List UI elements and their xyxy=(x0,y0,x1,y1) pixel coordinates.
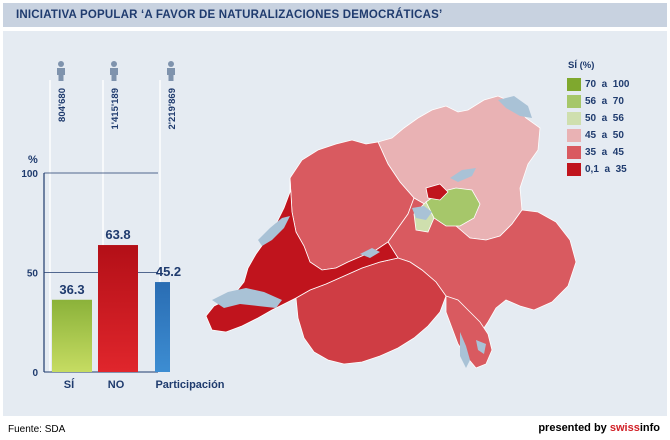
presented-by: presented by swissinfo xyxy=(538,422,660,434)
lake-lucerne xyxy=(412,206,432,220)
legend-swatch xyxy=(567,162,581,176)
lake-geneva xyxy=(212,288,282,308)
lake-neuchatel xyxy=(258,216,290,246)
lake-maggiore xyxy=(460,332,470,368)
legend-item: 35 a 45 xyxy=(567,144,657,160)
map-legend: SÍ (%) 70 a 100 56 a 70 50 a 56 45 a 50 35 a… xyxy=(567,60,657,178)
population-count: 804'680 xyxy=(57,88,68,122)
brand-info: info xyxy=(639,422,660,434)
header-bar: INICIATIVA POPULAR ‘A FAVOR DE NATURALIZ… xyxy=(3,3,667,27)
bar-0 xyxy=(52,299,92,372)
legend-label: 45 a 50 xyxy=(585,129,624,141)
bar-1 xyxy=(98,245,138,372)
category-label: SÍ xyxy=(64,378,75,391)
lake-lugano xyxy=(476,340,486,354)
legend-swatch xyxy=(567,77,581,91)
person-icon xyxy=(57,61,65,81)
legend-swatch xyxy=(567,145,581,159)
legend-swatch xyxy=(567,111,581,125)
legend-item: 45 a 50 xyxy=(567,127,657,143)
legend-label: 0,1 a 35 xyxy=(585,163,627,175)
source-note: Fuente: SDA xyxy=(8,424,66,435)
presented-prefix: presented by xyxy=(538,422,607,434)
bar-value-label: 63.8 xyxy=(105,227,130,242)
legend-item: 56 a 70 xyxy=(567,93,657,109)
legend-label: 70 a 100 xyxy=(585,78,630,90)
category-label: NO xyxy=(108,379,125,391)
population-count: 1'415'189 xyxy=(110,88,121,130)
legend-swatch xyxy=(567,94,581,108)
y-tick-label: 0 xyxy=(32,368,38,379)
legend-title: SÍ (%) xyxy=(568,60,595,71)
lake-thun xyxy=(360,248,380,258)
bar-value-label: 36.3 xyxy=(59,282,84,297)
legend-label: 56 a 70 xyxy=(585,95,624,107)
legend-swatch xyxy=(567,128,581,142)
legend-item: 0,1 a 35 xyxy=(567,161,657,177)
canton-region-zug xyxy=(425,183,449,201)
legend-label: 50 a 56 xyxy=(585,112,624,124)
brand-swiss: swiss xyxy=(609,422,640,434)
bar-2 xyxy=(155,282,170,372)
category-label: Participación xyxy=(155,379,224,391)
legend-label: 35 a 45 xyxy=(585,146,624,158)
lake-constance xyxy=(498,96,532,118)
population-count: 2'219'869 xyxy=(167,88,178,130)
legend-item: 50 a 56 xyxy=(567,110,657,126)
person-icon xyxy=(167,61,175,81)
y-tick-label: 50 xyxy=(27,269,39,280)
bar-value-label: 45.2 xyxy=(156,264,181,279)
chart-title: INICIATIVA POPULAR ‘A FAVOR DE NATURALIZ… xyxy=(16,9,443,21)
lake-zurich xyxy=(450,168,476,182)
legend-item: 70 a 100 xyxy=(567,76,657,92)
y-tick-label: 100 xyxy=(21,169,38,180)
legend-list: 70 a 100 56 a 70 50 a 56 45 a 50 35 a 45 0,1 … xyxy=(567,76,657,177)
y-axis-label: % xyxy=(28,154,38,166)
person-icon xyxy=(110,61,118,81)
